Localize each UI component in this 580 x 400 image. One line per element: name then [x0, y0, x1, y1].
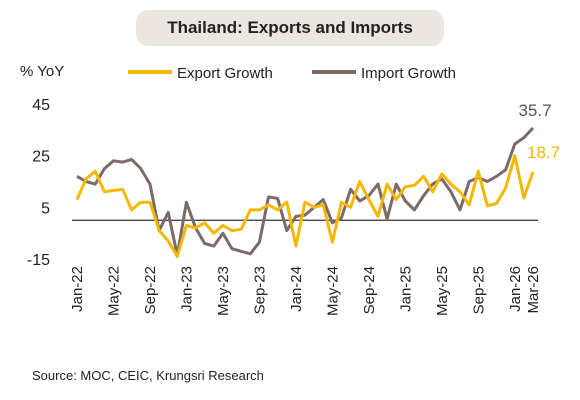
y-tick-label: -15 [27, 252, 50, 269]
x-tick-label: Sep-25 [470, 266, 487, 314]
x-tick-label: Jan-22 [69, 266, 86, 312]
chart-title: Thailand: Exports and Imports [136, 10, 444, 46]
x-tick-label: Mar-26 [525, 266, 542, 314]
end-label-export: 18.7 [527, 143, 560, 162]
series-line-import-growth [76, 126, 535, 257]
end-labels: 35.7 18.7 [518, 101, 560, 162]
x-tick-label: May-22 [105, 266, 122, 316]
series-group [75, 126, 535, 258]
x-tick-label: Jan-25 [397, 266, 414, 312]
legend-label-export: Export Growth [177, 65, 273, 82]
x-tick-label: Sep-24 [361, 266, 378, 314]
x-tick-label: May-23 [215, 266, 232, 316]
x-tick-label: May-24 [324, 266, 341, 316]
y-tick-label: 25 [32, 149, 50, 166]
y-axis: 45 25 5 -15 [27, 97, 50, 269]
legend: Export Growth Import Growth [128, 65, 456, 82]
x-tick-label: Sep-23 [251, 266, 268, 314]
legend-label-import: Import Growth [361, 65, 456, 82]
y-tick-label: 45 [32, 97, 50, 114]
x-tick-label: Jan-23 [178, 266, 195, 312]
x-tick-label: May-25 [434, 266, 451, 316]
y-axis-unit-label: % YoY [20, 63, 64, 80]
end-label-import: 35.7 [518, 101, 551, 120]
x-axis: Jan-22 May-22 Sep-22 Jan-23 May-23 Sep-23 Jan-… [69, 266, 542, 316]
x-tick-label: Jan-26 [507, 266, 524, 312]
y-tick-label: 5 [41, 200, 50, 217]
x-tick-label: Jan-24 [288, 266, 305, 312]
source-note: Source: MOC, CEIC, Krungsri Research [32, 368, 264, 383]
x-tick-label: Sep-22 [142, 266, 159, 314]
series-line-export-growth [75, 154, 535, 258]
